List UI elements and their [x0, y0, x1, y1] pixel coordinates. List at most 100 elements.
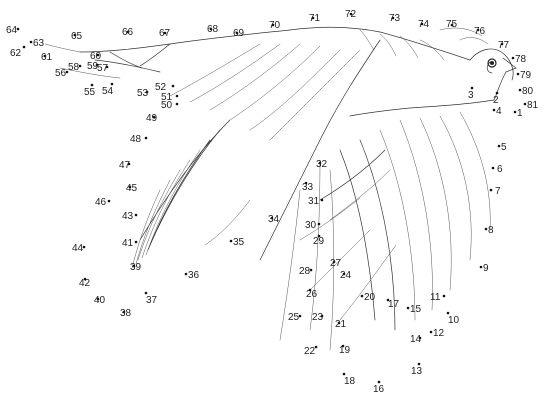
dot-marker[interactable]: [406, 306, 410, 310]
dot-marker[interactable]: [320, 198, 324, 202]
dot-marker[interactable]: [229, 239, 233, 243]
dot-4[interactable]: 4: [492, 106, 502, 117]
dot-43[interactable]: 43: [122, 211, 138, 222]
dot-marker[interactable]: [144, 291, 148, 295]
dot-44[interactable]: 44: [72, 243, 86, 254]
dot-54[interactable]: 54: [102, 82, 114, 97]
dot-marker[interactable]: [175, 102, 179, 106]
dot-16[interactable]: 16: [373, 380, 385, 395]
dot-marker[interactable]: [489, 188, 493, 192]
dot-70[interactable]: 70: [269, 20, 281, 31]
dot-38[interactable]: 38: [120, 308, 132, 319]
dot-marker[interactable]: [78, 64, 82, 68]
dot-marker[interactable]: [511, 56, 515, 60]
dot-27[interactable]: 27: [330, 258, 342, 269]
dot-marker[interactable]: [314, 345, 318, 349]
dot-marker[interactable]: [134, 213, 138, 217]
dot-marker[interactable]: [317, 222, 321, 226]
dot-marker[interactable]: [43, 54, 47, 58]
dot-marker[interactable]: [144, 136, 148, 140]
dot-23[interactable]: 23: [312, 312, 324, 323]
dot-marker[interactable]: [82, 245, 86, 249]
dot-24[interactable]: 24: [340, 270, 352, 281]
dot-71[interactable]: 71: [309, 13, 321, 24]
dot-marker[interactable]: [450, 23, 454, 27]
dot-9[interactable]: 9: [479, 263, 489, 274]
dot-marker[interactable]: [105, 65, 109, 69]
dot-marker[interactable]: [73, 33, 77, 37]
dot-marker[interactable]: [484, 227, 488, 231]
dot-marker[interactable]: [479, 265, 483, 269]
dot-marker[interactable]: [391, 16, 395, 20]
dot-marker[interactable]: [429, 330, 433, 334]
dot-marker[interactable]: [298, 314, 302, 318]
dot-32[interactable]: 32: [316, 159, 328, 170]
dot-marker[interactable]: [360, 294, 364, 298]
dot-marker[interactable]: [349, 12, 353, 16]
dot-60[interactable]: 60: [90, 51, 102, 62]
dot-marker[interactable]: [342, 272, 346, 276]
dot-21[interactable]: 21: [335, 319, 347, 330]
dot-25[interactable]: 25: [288, 312, 302, 323]
dot-47[interactable]: 47: [119, 160, 131, 171]
dot-76[interactable]: 76: [474, 26, 486, 37]
dot-marker[interactable]: [304, 181, 308, 185]
dot-20[interactable]: 20: [360, 292, 376, 303]
dot-48[interactable]: 48: [130, 134, 148, 145]
dot-marker[interactable]: [492, 108, 496, 112]
dot-80[interactable]: 80: [518, 86, 534, 97]
dot-marker[interactable]: [420, 22, 424, 26]
dot-12[interactable]: 12: [429, 328, 445, 339]
dot-8[interactable]: 8: [484, 225, 494, 236]
dot-81[interactable]: 81: [523, 100, 539, 111]
dot-marker[interactable]: [209, 27, 213, 31]
dot-marker[interactable]: [95, 63, 99, 67]
dot-marker[interactable]: [128, 185, 132, 189]
dot-65[interactable]: 65: [71, 31, 83, 42]
dot-marker[interactable]: [152, 115, 156, 119]
dot-40[interactable]: 40: [94, 295, 106, 306]
dot-10[interactable]: 10: [446, 311, 460, 326]
dot-marker[interactable]: [311, 16, 315, 20]
dot-29[interactable]: 29: [313, 234, 325, 247]
dot-57[interactable]: 57: [97, 63, 109, 74]
dot-64[interactable]: 64: [6, 25, 20, 36]
dot-11[interactable]: 11: [430, 292, 446, 303]
dot-marker[interactable]: [175, 94, 179, 98]
dot-34[interactable]: 34: [268, 214, 280, 225]
dot-marker[interactable]: [516, 72, 520, 76]
dot-30[interactable]: 30: [305, 220, 321, 231]
dot-68[interactable]: 68: [207, 24, 219, 35]
dot-marker[interactable]: [500, 42, 504, 46]
dot-45[interactable]: 45: [126, 183, 138, 194]
dot-72[interactable]: 72: [345, 9, 357, 20]
dot-14[interactable]: 14: [410, 334, 422, 345]
dot-50[interactable]: 50: [161, 100, 179, 111]
dot-marker[interactable]: [513, 110, 517, 114]
dot-marker[interactable]: [491, 166, 495, 170]
dot-46[interactable]: 46: [95, 197, 111, 208]
dot-2[interactable]: 2: [493, 91, 499, 106]
dot-66[interactable]: 66: [122, 27, 134, 38]
dot-marker[interactable]: [122, 310, 126, 314]
dot-marker[interactable]: [96, 53, 100, 57]
dot-marker[interactable]: [342, 372, 346, 376]
dot-marker[interactable]: [332, 260, 336, 264]
dot-marker[interactable]: [495, 91, 499, 95]
dot-67[interactable]: 67: [159, 28, 171, 39]
dot-52[interactable]: 52: [155, 82, 175, 93]
dot-marker[interactable]: [418, 336, 422, 340]
dot-17[interactable]: 17: [386, 298, 400, 310]
dot-53[interactable]: 53: [137, 88, 149, 99]
dot-74[interactable]: 74: [418, 19, 430, 30]
dot-marker[interactable]: [318, 161, 322, 165]
dot-7[interactable]: 7: [489, 186, 501, 197]
dot-marker[interactable]: [341, 344, 345, 348]
dot-61[interactable]: 61: [41, 52, 53, 63]
dot-marker[interactable]: [110, 82, 114, 86]
dot-marker[interactable]: [65, 70, 69, 74]
dot-marker[interactable]: [16, 27, 20, 31]
dot-marker[interactable]: [235, 31, 239, 35]
dot-marker[interactable]: [309, 268, 313, 272]
dot-marker[interactable]: [320, 314, 324, 318]
